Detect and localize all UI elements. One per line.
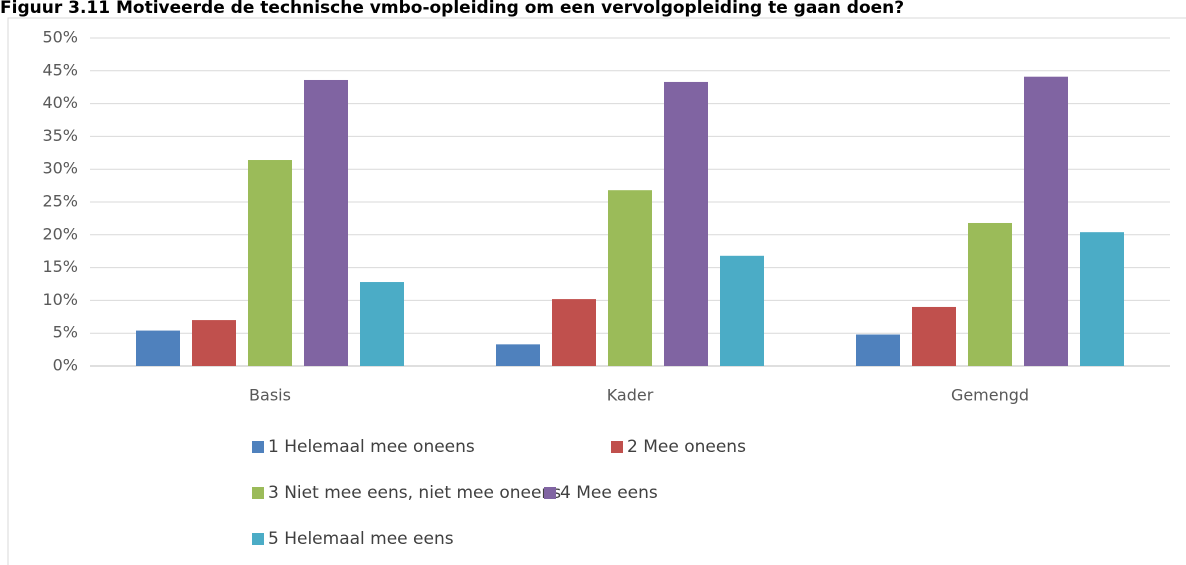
y-tick-label: 10% — [42, 290, 78, 309]
y-tick-label: 25% — [42, 192, 78, 211]
bar — [1024, 76, 1068, 366]
chart-title: Figuur 3.11 Motiveerde de technische vmb… — [0, 0, 904, 18]
y-tick-label: 45% — [42, 60, 78, 79]
legend-label: 1 Helemaal mee oneens — [268, 437, 475, 457]
y-tick-label: 30% — [42, 159, 78, 178]
x-tick-label: Basis — [249, 386, 291, 405]
y-tick-label: 5% — [53, 323, 78, 342]
bar — [192, 320, 236, 366]
y-tick-label: 0% — [53, 356, 78, 375]
bar — [912, 306, 956, 366]
bar — [664, 81, 708, 367]
y-tick-label: 20% — [42, 224, 78, 243]
legend-label: 4 Mee eens — [560, 483, 658, 503]
bar — [968, 222, 1012, 366]
x-tick-label: Kader — [607, 386, 654, 405]
y-tick-label: 35% — [42, 126, 78, 145]
y-tick-label: 50% — [42, 28, 78, 47]
bar — [720, 255, 764, 366]
legend-label: 3 Niet mee eens, niet mee oneens — [268, 483, 561, 503]
chart-frame — [7, 17, 1186, 565]
y-tick-label: 40% — [42, 93, 78, 112]
bar — [360, 282, 404, 366]
legend-label: 2 Mee oneens — [627, 437, 746, 457]
legend-swatch — [252, 441, 264, 453]
legend-swatch — [611, 441, 623, 453]
bar — [496, 344, 540, 366]
bar — [608, 190, 652, 366]
bar — [248, 160, 292, 366]
y-tick-label: 15% — [42, 257, 78, 276]
x-tick-label: Gemengd — [951, 386, 1029, 405]
bar — [136, 330, 180, 366]
bar — [856, 334, 900, 366]
legend-swatch — [544, 487, 556, 499]
legend-swatch — [252, 533, 264, 545]
bar — [552, 299, 596, 366]
legend-label: 5 Helemaal mee eens — [268, 529, 454, 549]
legend-swatch — [252, 487, 264, 499]
bar — [304, 79, 348, 366]
bar — [1080, 232, 1124, 366]
